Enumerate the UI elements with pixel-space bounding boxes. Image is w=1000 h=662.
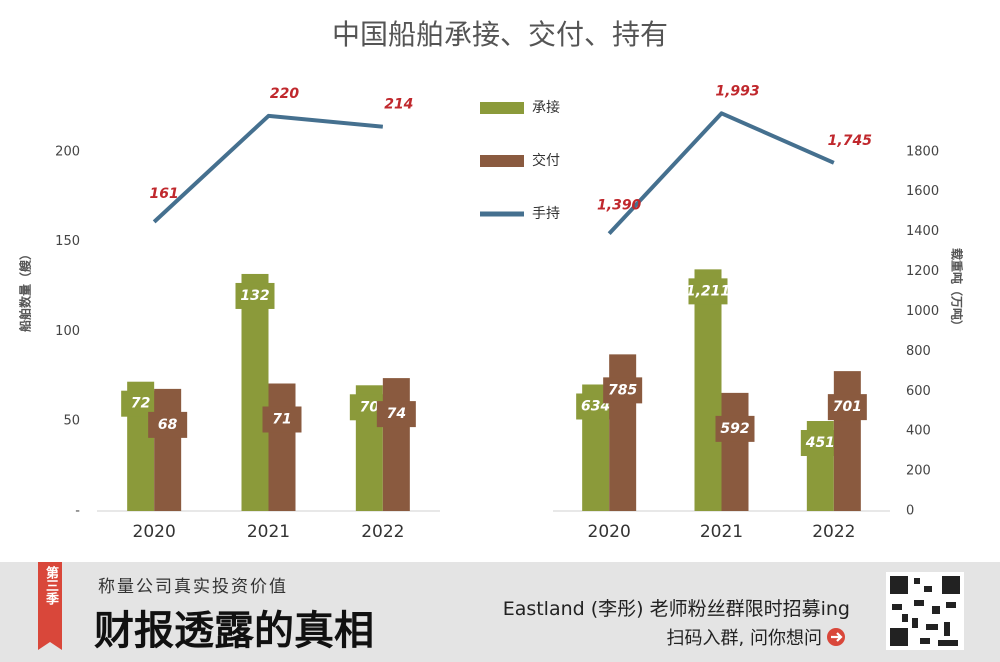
- bar-label: 71: [262, 406, 302, 433]
- qr-pattern: [890, 576, 960, 646]
- arrow-icon-glyph: [831, 632, 843, 642]
- footer-graphics: [38, 562, 964, 650]
- ribbon: [38, 562, 62, 650]
- bar-label-box: [827, 394, 867, 421]
- x-tick-label: 2021: [247, 522, 290, 542]
- bar-label-box: [688, 278, 728, 305]
- chart-title: 中国船舶承接、交付、持有: [332, 18, 668, 51]
- bar: [721, 392, 749, 511]
- y-tick-label: 1400: [906, 224, 939, 239]
- bar-label: 701: [827, 394, 867, 421]
- bar-label: 451: [800, 430, 840, 457]
- bar-value-label: 132: [240, 288, 269, 304]
- bar-label-box: [148, 411, 188, 438]
- x-tick-label: 2020: [133, 522, 176, 542]
- y-tick-label: 1200: [906, 264, 939, 279]
- bar-value-label: 71: [272, 411, 291, 427]
- bar-label-box: [376, 401, 416, 428]
- bar: [154, 388, 182, 511]
- bar-value-label: 634: [581, 398, 610, 414]
- y-tick-label: 1000: [906, 304, 939, 319]
- line-value-label: 1,390: [597, 198, 642, 214]
- y-tick-label: 100: [55, 324, 80, 339]
- bar-value-label: 70: [360, 399, 380, 415]
- bar: [268, 383, 296, 511]
- y-axis-label: 载重吨（万吨）: [950, 248, 965, 332]
- line-value-label: 1,745: [828, 133, 873, 149]
- y-tick-label: 200: [906, 464, 931, 479]
- y-tick-label: 0: [906, 504, 914, 519]
- promo-text: Eastland (李彤) 老师粉丝群限时招募ing: [502, 598, 850, 620]
- bar: [833, 371, 861, 511]
- x-tick-label: 2020: [588, 522, 631, 542]
- line-value-label: 214: [384, 97, 413, 113]
- y-tick-label: 600: [906, 384, 931, 399]
- x-tick-label: 2021: [700, 522, 743, 542]
- bar: [241, 273, 269, 511]
- bar-value-label: 74: [387, 406, 406, 422]
- legend-swatch: [480, 155, 524, 167]
- y-tick-label: 1600: [906, 184, 939, 199]
- bar-label-box: [800, 430, 840, 457]
- bar-value-label: 592: [720, 421, 749, 437]
- bar-value-label: 72: [131, 396, 150, 412]
- bar-label-box: [715, 415, 755, 442]
- footer-title: 财报透露的真相: [94, 607, 374, 654]
- bar-label-box: [235, 282, 275, 309]
- legend-label: 手持: [532, 206, 560, 222]
- line-value-label: 220: [270, 86, 299, 102]
- bar-value-label: 1,211: [686, 283, 730, 299]
- legend-label: 交付: [532, 152, 560, 169]
- bar-label: 592: [715, 415, 755, 442]
- footer-subtitle: 称量公司真实投资价值: [98, 577, 288, 597]
- line-value-label: 1,993: [715, 83, 759, 99]
- bar-label-box: [603, 377, 643, 404]
- bar-value-label: 68: [158, 417, 178, 433]
- y-tick-label: 400: [906, 424, 931, 439]
- y-tick-label: 50: [63, 414, 80, 429]
- bar: [694, 269, 722, 511]
- bar-label: 785: [603, 377, 643, 404]
- y-tick-label: 150: [55, 234, 80, 249]
- bar-label: 74: [376, 401, 416, 428]
- y-axis-label: 船舶数量（艘）: [18, 248, 33, 332]
- bar-label: 132: [235, 282, 275, 309]
- y-tick-label: -: [75, 504, 80, 519]
- y-tick-label: 800: [906, 344, 931, 359]
- cta-text[interactable]: 扫码入群, 问你想问: [666, 628, 822, 649]
- line-value-label: 161: [150, 186, 179, 202]
- bar: [382, 378, 410, 511]
- line: [607, 111, 835, 236]
- legend-label: 承接: [532, 99, 560, 116]
- line: [152, 113, 384, 224]
- bar-value-label: 451: [805, 435, 835, 451]
- y-tick-label: 200: [55, 144, 80, 159]
- bar-label-box: [262, 406, 302, 433]
- season-badge: 第三季: [43, 566, 58, 605]
- bar-value-label: 701: [833, 399, 862, 415]
- legend-swatch: [480, 102, 524, 114]
- bar-value-label: 785: [608, 382, 637, 398]
- x-tick-label: 2022: [812, 522, 855, 542]
- footer: 第三季 称量公司真实投资价值 财报透露的真相 Eastland (李彤) 老师粉…: [0, 562, 1000, 662]
- bar-label: 68: [148, 411, 188, 438]
- y-tick-label: 1800: [906, 144, 939, 159]
- bar-label: 1,211: [686, 278, 730, 305]
- x-tick-label: 2022: [361, 522, 404, 542]
